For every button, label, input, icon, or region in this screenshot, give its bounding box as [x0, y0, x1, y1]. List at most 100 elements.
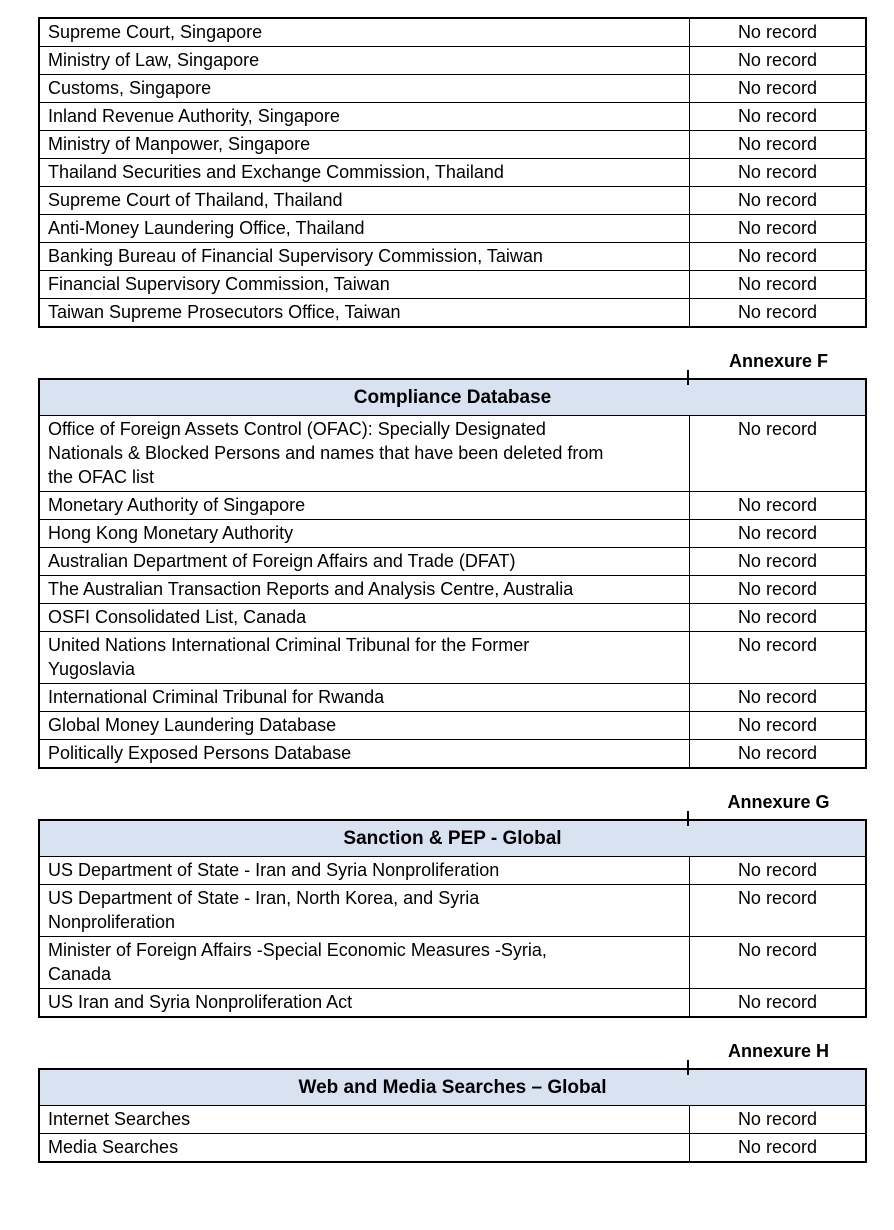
- source-cell: Monetary Authority of Singapore: [38, 491, 690, 520]
- result-cell: No record: [688, 491, 867, 520]
- source-cell: Inland Revenue Authority, Singapore: [38, 102, 690, 131]
- table-title: Compliance Database: [38, 370, 867, 416]
- header-divider-tick: [686, 811, 689, 826]
- result-cell: No record: [688, 856, 867, 885]
- source-cell: US Department of State - Iran, North Kor…: [38, 884, 690, 937]
- table-row: Media Searches No record: [38, 1133, 867, 1163]
- source-cell: International Criminal Tribunal for Rwan…: [38, 683, 690, 712]
- result-cell: No record: [688, 631, 867, 684]
- table-row: Ministry of Law, Singapore No record: [38, 46, 867, 75]
- table-row: Supreme Court of Thailand, Thailand No re…: [38, 186, 867, 215]
- result-cell: No record: [688, 575, 867, 604]
- table-row: Monetary Authority of Singapore No record: [38, 491, 867, 520]
- source-cell: United Nations International Criminal Tr…: [38, 631, 690, 684]
- table-row: Supreme Court, Singapore No record: [38, 17, 867, 47]
- header-divider-tick: [686, 370, 689, 385]
- source-cell: OSFI Consolidated List, Canada: [38, 603, 690, 632]
- annexure-label: Annexure H: [727, 1041, 830, 1061]
- table-row: Financial Supervisory Commission, Taiwan…: [38, 270, 867, 299]
- source-cell: Global Money Laundering Database: [38, 711, 690, 740]
- result-cell: No record: [688, 547, 867, 576]
- table-row: Office of Foreign Assets Control (OFAC):…: [38, 415, 867, 492]
- table-title: Sanction & PEP - Global: [38, 811, 867, 857]
- source-cell: US Department of State - Iran and Syria …: [38, 856, 690, 885]
- table-body: US Department of State - Iran and Syria …: [38, 856, 867, 1018]
- source-cell: Customs, Singapore: [38, 74, 690, 103]
- source-cell: The Australian Transaction Reports and A…: [38, 575, 690, 604]
- table-row: Taiwan Supreme Prosecutors Office, Taiwa…: [38, 298, 867, 328]
- table-body: Office of Foreign Assets Control (OFAC):…: [38, 415, 867, 769]
- table-row: United Nations International Criminal Tr…: [38, 631, 867, 684]
- result-cell: No record: [688, 46, 867, 75]
- annexure-section: Annexure F Compliance Database Office of…: [38, 351, 867, 769]
- annexure-label: Annexure G: [727, 792, 830, 812]
- result-cell: No record: [688, 884, 867, 937]
- source-cell: Thailand Securities and Exchange Commiss…: [38, 158, 690, 187]
- result-cell: No record: [688, 711, 867, 740]
- table-row: US Department of State - Iran, North Kor…: [38, 884, 867, 937]
- result-cell: No record: [688, 603, 867, 632]
- table-row: Global Money Laundering Database No recor…: [38, 711, 867, 740]
- result-cell: No record: [688, 519, 867, 548]
- result-cell: No record: [688, 130, 867, 159]
- table-row: US Department of State - Iran and Syria …: [38, 856, 867, 885]
- document-page: Supreme Court, Singapore No record Ministr…: [38, 17, 867, 1163]
- source-cell: Politically Exposed Persons Database: [38, 739, 690, 769]
- result-cell: No record: [688, 739, 867, 769]
- result-cell: No record: [688, 936, 867, 989]
- table-row: Minister of Foreign Affairs -Special Eco…: [38, 936, 867, 989]
- source-cell: Media Searches: [38, 1133, 690, 1163]
- annexure-section: Supreme Court, Singapore No record Ministr…: [38, 17, 867, 328]
- table-row: International Criminal Tribunal for Rwan…: [38, 683, 867, 712]
- table-row: Australian Department of Foreign Affairs…: [38, 547, 867, 576]
- table-row: Politically Exposed Persons Database No r…: [38, 739, 867, 769]
- result-cell: No record: [688, 1133, 867, 1163]
- result-cell: No record: [688, 186, 867, 215]
- result-cell: No record: [688, 1105, 867, 1134]
- source-cell: Ministry of Law, Singapore: [38, 46, 690, 75]
- table-row: OSFI Consolidated List, Canada No record: [38, 603, 867, 632]
- table-row: The Australian Transaction Reports and A…: [38, 575, 867, 604]
- annexure-section: Annexure H Web and Media Searches – Glob…: [38, 1041, 867, 1163]
- annexure-label: Annexure F: [728, 351, 829, 371]
- table-body: Supreme Court, Singapore No record Ministr…: [38, 17, 867, 328]
- table-row: Customs, Singapore No record: [38, 74, 867, 103]
- result-cell: No record: [688, 214, 867, 243]
- result-cell: No record: [688, 102, 867, 131]
- table-row: US Iran and Syria Nonproliferation Act No…: [38, 988, 867, 1018]
- result-cell: No record: [688, 242, 867, 271]
- table-row: Inland Revenue Authority, Singapore No re…: [38, 102, 867, 131]
- result-cell: No record: [688, 74, 867, 103]
- source-cell: Financial Supervisory Commission, Taiwan: [38, 270, 690, 299]
- source-cell: US Iran and Syria Nonproliferation Act: [38, 988, 690, 1018]
- table-row: Internet Searches No record: [38, 1105, 867, 1134]
- source-cell: Anti-Money Laundering Office, Thailand: [38, 214, 690, 243]
- source-cell: Supreme Court, Singapore: [38, 17, 690, 47]
- result-cell: No record: [688, 415, 867, 492]
- table-title-row: Web and Media Searches – Global: [38, 1060, 867, 1106]
- result-cell: No record: [688, 298, 867, 328]
- table-title-row: Compliance Database: [38, 370, 867, 416]
- table-title-text: Compliance Database: [353, 387, 552, 408]
- result-cell: No record: [688, 683, 867, 712]
- source-cell: Hong Kong Monetary Authority: [38, 519, 690, 548]
- screening-table: Compliance Database Office of Foreign As…: [38, 370, 867, 769]
- result-cell: No record: [688, 270, 867, 299]
- source-cell: Taiwan Supreme Prosecutors Office, Taiwa…: [38, 298, 690, 328]
- table-title-text: Sanction & PEP - Global: [343, 828, 562, 849]
- table-title: Web and Media Searches – Global: [38, 1060, 867, 1106]
- source-cell: Ministry of Manpower, Singapore: [38, 130, 690, 159]
- header-divider-tick: [686, 1060, 689, 1075]
- source-cell: Banking Bureau of Financial Supervisory …: [38, 242, 690, 271]
- screening-table: Web and Media Searches – Global Internet…: [38, 1060, 867, 1163]
- table-row: Ministry of Manpower, Singapore No record: [38, 130, 867, 159]
- result-cell: No record: [688, 988, 867, 1018]
- annexure-section: Annexure G Sanction & PEP - Global US De…: [38, 792, 867, 1018]
- table-body: Internet Searches No record Media Searches…: [38, 1105, 867, 1163]
- table-row: Anti-Money Laundering Office, Thailand No…: [38, 214, 867, 243]
- result-cell: No record: [688, 158, 867, 187]
- result-cell: No record: [688, 17, 867, 47]
- source-cell: Office of Foreign Assets Control (OFAC):…: [38, 415, 690, 492]
- source-cell: Supreme Court of Thailand, Thailand: [38, 186, 690, 215]
- source-cell: Australian Department of Foreign Affairs…: [38, 547, 690, 576]
